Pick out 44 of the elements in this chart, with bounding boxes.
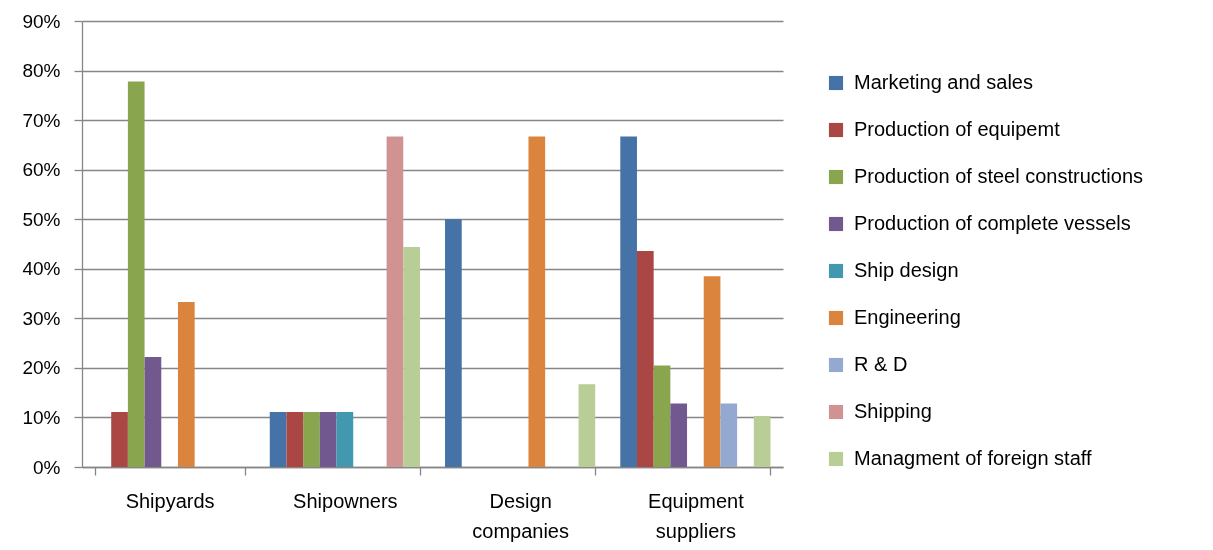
- y-tick-label: 90%: [22, 10, 61, 32]
- bar: [403, 246, 420, 467]
- legend-label: R & D: [854, 353, 908, 375]
- bar: [336, 411, 354, 467]
- y-tick-label: 70%: [22, 109, 61, 131]
- bar: [177, 301, 195, 467]
- bar: [319, 411, 337, 467]
- x-tick-label: Shipowners: [293, 489, 398, 512]
- bar: [578, 384, 596, 467]
- y-tick-label: 30%: [22, 307, 61, 329]
- legend-label: Ship design: [854, 259, 959, 281]
- y-tick-label: 10%: [22, 406, 61, 428]
- bar: [303, 411, 320, 467]
- bar: [670, 403, 688, 467]
- bar: [386, 136, 404, 467]
- legend-label: Shipping: [854, 400, 932, 422]
- bar: [127, 81, 145, 467]
- legend-label: Production of complete vessels: [854, 212, 1131, 234]
- bar: [720, 403, 738, 467]
- x-tick-label: Equipment suppliers: [648, 489, 745, 542]
- bar: [445, 219, 462, 467]
- bar: [703, 276, 721, 467]
- legend-label: Managment of foreign staff: [854, 447, 1092, 469]
- y-tick-label: 80%: [22, 60, 61, 82]
- bar: [286, 411, 304, 467]
- legend-label: Engineering: [854, 306, 961, 328]
- legend-label: Production of equipemt: [854, 118, 1061, 140]
- legend-label: Marketing and sales: [854, 71, 1033, 93]
- bar: [620, 136, 637, 467]
- bar: [269, 411, 287, 467]
- x-tick-label: Design companies: [472, 489, 569, 542]
- bar: [528, 136, 546, 467]
- bar: [144, 356, 162, 467]
- bar: [111, 411, 128, 467]
- y-tick-label: 20%: [22, 357, 61, 379]
- legend-label: Production of steel constructions: [854, 165, 1144, 187]
- bar: [753, 415, 771, 467]
- y-tick-label: 0%: [33, 456, 61, 478]
- y-tick-label: 50%: [22, 208, 61, 230]
- y-tick-label: 40%: [22, 258, 61, 280]
- x-tick-label: Shipyards: [125, 489, 215, 512]
- y-tick-label: 60%: [22, 159, 61, 181]
- bar: [653, 365, 671, 467]
- bar: [636, 250, 654, 467]
